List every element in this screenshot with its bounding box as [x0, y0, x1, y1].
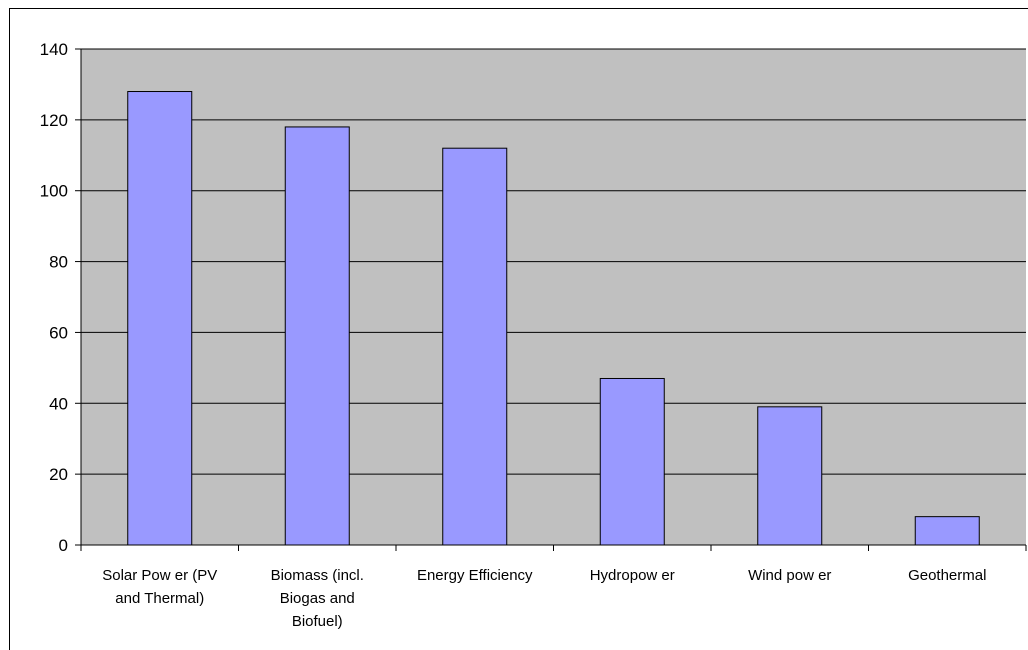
- bar: [127, 91, 193, 546]
- x-category-label: Energy Efficiency: [417, 567, 533, 584]
- axes: [80, 49, 1027, 551]
- y-tick-label: 40: [49, 394, 68, 413]
- y-tick-label: 20: [49, 465, 68, 484]
- y-tick-label: 140: [40, 40, 68, 59]
- x-category-label: Hydropow er: [590, 567, 675, 584]
- x-category-label: Wind pow er: [748, 567, 831, 584]
- bar: [757, 406, 823, 546]
- y-tick-label: 100: [40, 182, 68, 201]
- gridlines: [81, 48, 1026, 475]
- bars: [127, 91, 980, 546]
- bar: [914, 516, 980, 546]
- y-tick-label: 0: [59, 536, 68, 555]
- plot-area: [81, 49, 1026, 545]
- x-category-label: Solar Pow er (PV and Thermal): [102, 567, 217, 607]
- x-category-label: Geothermal: [908, 567, 986, 584]
- y-tick-labels: 0 20 40 60 80 100 120 140: [40, 40, 81, 555]
- bar: [442, 147, 508, 546]
- y-tick-label: 120: [40, 111, 68, 130]
- y-tick-label: 60: [49, 323, 68, 342]
- x-category-label: Biomass (incl. Biogas and Biofuel): [271, 567, 364, 630]
- y-tick-label: 80: [49, 253, 68, 272]
- x-category-labels: Solar Pow er (PV and Thermal) Biomass (inc…: [102, 567, 986, 630]
- bar: [284, 126, 350, 546]
- bar: [599, 377, 665, 546]
